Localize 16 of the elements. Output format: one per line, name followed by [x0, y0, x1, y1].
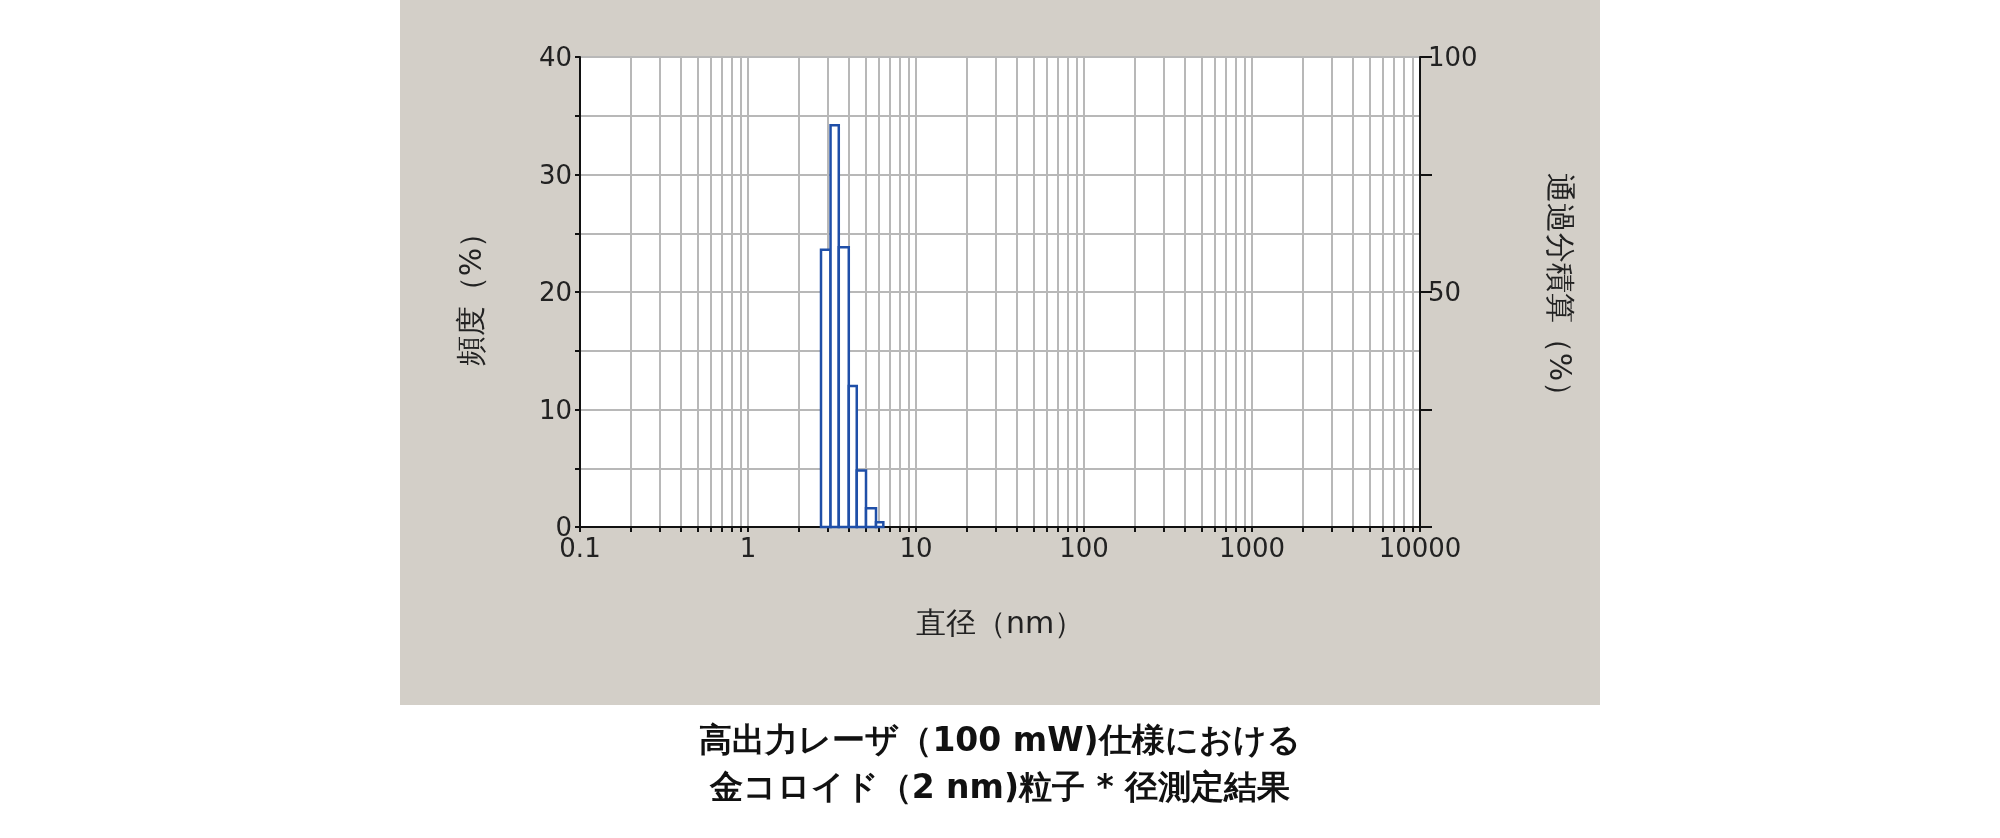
text: 金コロイド（2 nm)粒子 * 径測定結果	[708, 767, 1291, 806]
y-tick-label: 10	[538, 394, 572, 425]
y-tick-label: 30	[538, 159, 572, 190]
x-tick-label: 1000	[1218, 533, 1286, 563]
x-tick-label: 1	[739, 533, 757, 563]
x-tick-label: 10	[899, 533, 933, 563]
y2-tick-label: 100	[1428, 42, 1478, 72]
y-tick-label: 20	[538, 277, 572, 307]
y-axis-title: 頻度（%）	[452, 217, 488, 367]
x-tick-label: 100	[1059, 533, 1109, 563]
x-tick-label: 10000	[1378, 533, 1462, 563]
y2-tick-label: 50	[1428, 277, 1462, 307]
y-tick-label: 40	[538, 42, 572, 72]
x-axis-title: 直径（nm）	[915, 604, 1085, 640]
text: 高出力レーザ（100 mW)仕様における	[699, 720, 1301, 759]
y2-axis-title: 通過分積算（%）	[1542, 172, 1578, 412]
